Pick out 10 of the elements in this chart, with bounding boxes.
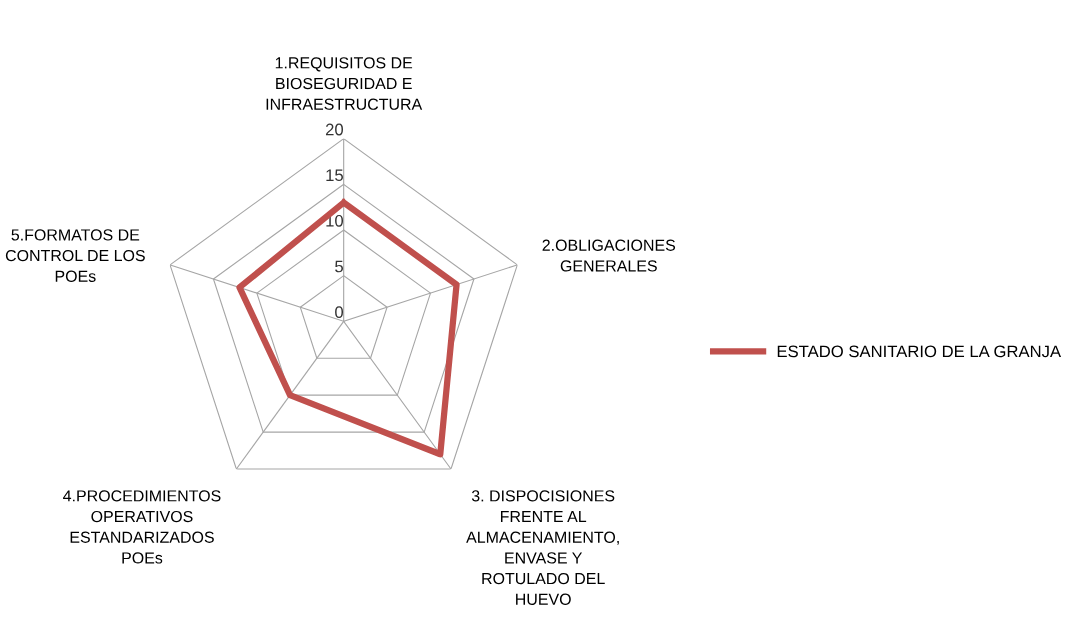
y-tick-label: 0 — [335, 306, 344, 319]
spoke-label: 2.OBLIGACIONES GENERALES — [542, 239, 676, 272]
legend-label: ESTADO SANITARIO DE LA GRANJA — [777, 345, 1062, 358]
spoke-label: 3. DISPOCISIONES FRENTE AL ALMACENAMIENTO, ENVASE Y ROTULADO DEL HUEVO — [466, 490, 619, 605]
y-tick-label: 5 — [335, 260, 343, 273]
spoke-label: 4.PROCEDIMIENTOS OPERATIVOS ESTANDARIZADOS POEs — [63, 490, 221, 564]
spoke-label: 5.FORMATOS DE CONTROL DE LOS POEs — [5, 229, 145, 282]
spoke-label: 1.REQUISITOS DE BIOSEGURIDAD E INFRAESTRUCTURA — [266, 57, 423, 110]
y-tick-label: 15 — [326, 169, 343, 182]
y-tick-label: 20 — [325, 123, 344, 136]
